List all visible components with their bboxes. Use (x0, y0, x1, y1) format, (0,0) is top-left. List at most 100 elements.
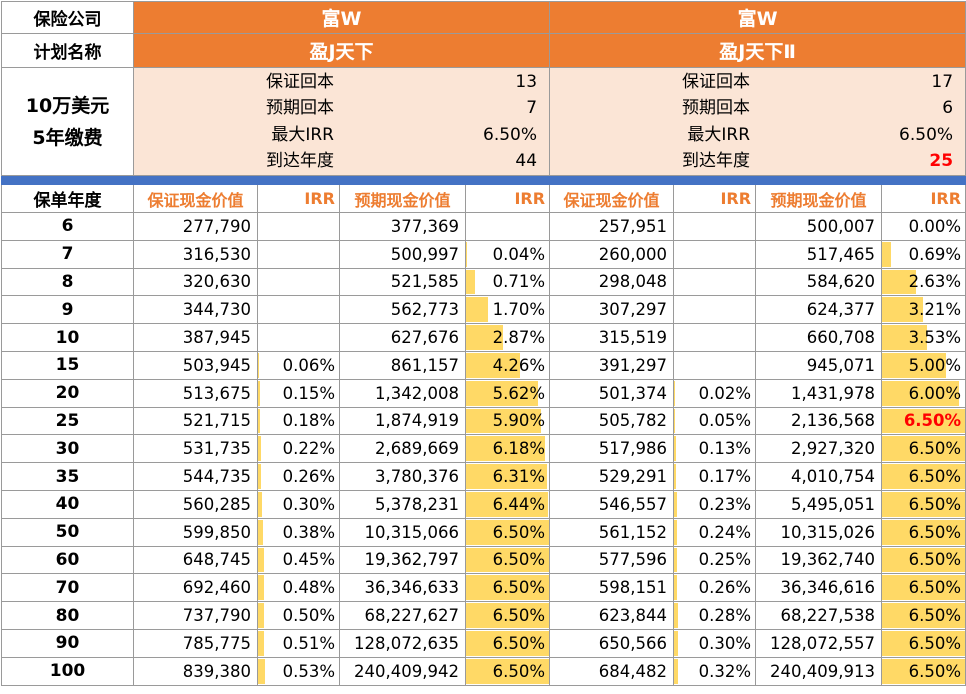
irr-cell: 6.50% (881, 462, 966, 491)
irr-value: 0.04% (492, 244, 546, 264)
cash-value-cell: 377,369 (339, 212, 466, 241)
summary-row: 最大IRR 6.50% (135, 122, 549, 149)
table-row: 70 692,460 0.48% 36,346,633 6.50% 598,151 0.26… (1, 573, 966, 603)
irr-data-bar (466, 464, 547, 489)
cash-value-cell: 5,378,231 (339, 489, 466, 519)
policy-year: 60 (1, 545, 134, 575)
plan-2-company: 富W (549, 1, 966, 34)
plan-2-summary: 保证回本 17 预期回本 6 最大IRR 6.50% 到达年度 25 (549, 67, 966, 176)
irr-value: 0.15% (282, 383, 335, 403)
irr-cell: 0.06% (257, 350, 340, 380)
irr-data-bar (466, 380, 538, 406)
irr-cell: 6.00% (881, 378, 966, 408)
table-row: 100 839,380 0.53% 240,409,942 6.50% 684,482 0.… (1, 656, 966, 686)
policy-year: 20 (1, 378, 134, 408)
cash-value-cell: 19,362,797 (339, 545, 466, 575)
table-row: 8 320,630 521,585 0.71% 298,048 584,620 2.63% (1, 267, 966, 297)
irr-cell: 0.48% (257, 573, 340, 603)
irr-cell: 6.50% (464, 628, 551, 658)
cash-value-cell: 684,482 (549, 656, 675, 686)
cash-value-cell: 598,151 (549, 573, 675, 603)
irr-value: 5.62% (492, 383, 546, 403)
irr-data-bar (882, 352, 946, 378)
irr-value: 0.00% (908, 216, 962, 236)
irr-data-bar (258, 380, 260, 406)
summary-row: 最大IRR 6.50% (551, 122, 965, 149)
irr-value: 0.13% (698, 439, 752, 459)
cash-value-cell: 505,782 (549, 406, 675, 436)
cash-value-cell: 240,409,942 (339, 656, 466, 686)
cash-value-cell: 257,951 (549, 212, 675, 241)
cash-value-cell: 3,780,376 (339, 462, 466, 491)
cash-value-cell: 1,431,978 (755, 378, 883, 408)
irr-value: 6.50% (908, 633, 962, 653)
irr-cell: 0.69% (881, 239, 966, 269)
table-row: 80 737,790 0.50% 68,227,627 6.50% 623,844 0.28… (1, 601, 966, 630)
policy-year: 6 (1, 212, 134, 241)
irr-cell: 5.00% (881, 350, 966, 380)
irr-cell: 6.50% (464, 656, 551, 686)
policy-year: 80 (1, 601, 134, 630)
irr-cell: 6.50% (881, 545, 966, 575)
cash-value-cell: 36,346,616 (755, 573, 883, 603)
table-row: 90 785,775 0.51% 128,072,635 6.50% 650,566 0.3… (1, 628, 966, 658)
policy-year: 100 (1, 656, 134, 686)
irr-value: 0.26% (698, 578, 752, 598)
irr-cell: 0.51% (257, 628, 340, 658)
cash-value-cell: 513,675 (133, 378, 258, 408)
irr-cell: 6.50% (881, 489, 966, 519)
irr-value: 6.18% (492, 439, 546, 459)
table-row: 40 560,285 0.30% 5,378,231 6.44% 546,557 0.23%… (1, 489, 966, 519)
irr-cell: 0.18% (257, 406, 340, 436)
payment-label: 5年缴费 (32, 126, 103, 149)
irr-cell: 2.87% (464, 323, 551, 352)
irr-cell: 0.13% (673, 434, 757, 464)
irr-data-bar (674, 408, 675, 434)
irr-data-bar (674, 575, 678, 601)
summary-key: 预期回本 (682, 98, 751, 118)
irr-cell: 0.02% (673, 378, 757, 408)
irr-cell (673, 323, 757, 352)
cash-value-cell: 627,676 (339, 323, 466, 352)
plan-1-name: 盈J天下 (132, 33, 551, 68)
irr-data-bar (882, 603, 965, 628)
policy-year: 8 (1, 267, 134, 297)
irr-value: 2.87% (492, 328, 546, 348)
cash-value-cell: 501,374 (549, 378, 675, 408)
cash-value-cell: 521,585 (339, 267, 466, 297)
policy-year: 30 (1, 434, 134, 464)
policy-year: 40 (1, 489, 134, 519)
table-row: 7 316,530 500,997 0.04% 260,000 517,465 0.69% (1, 239, 966, 269)
cash-value-cell: 561,152 (549, 517, 675, 547)
cash-value-cell: 562,773 (339, 295, 466, 325)
cash-value-cell: 503,945 (133, 350, 258, 380)
summary-row: 保证回本 13 (135, 69, 549, 96)
cash-value-cell: 531,735 (133, 434, 258, 464)
summary-row: 保证回本 17 (551, 69, 965, 96)
cash-value-cell: 1,342,008 (339, 378, 466, 408)
irr-cell (257, 295, 340, 325)
irr-data-bar (882, 408, 965, 434)
irr-cell (673, 267, 757, 297)
cash-value-cell: 387,945 (133, 323, 258, 352)
irr-cell: 6.44% (464, 489, 551, 519)
irr-value: 0.71% (492, 272, 546, 292)
irr-value: 2.63% (908, 272, 962, 292)
irr-cell: 6.50% (881, 517, 966, 547)
cash-value-cell: 544,735 (133, 462, 258, 491)
irr-cell: 6.50% (464, 517, 551, 547)
irr-data-bar (258, 658, 265, 684)
irr-cell (464, 212, 551, 241)
table-row: 15 503,945 0.06% 861,157 4.26% 391,297 945,071… (1, 350, 966, 380)
irr-cell: 0.26% (257, 462, 340, 491)
cash-value-cell: 68,227,627 (339, 601, 466, 630)
table-row: 25 521,715 0.18% 1,874,919 5.90% 505,782 0.05%… (1, 406, 966, 436)
table-row: 10 387,945 627,676 2.87% 315,519 660,708 3.53% (1, 323, 966, 352)
irr-data-bar (258, 575, 264, 601)
cash-value-column-header: 保证现金价值 (549, 184, 675, 213)
plan-label: 计划名称 (1, 33, 134, 68)
plan-2-name: 盈J天下Ⅱ (549, 33, 966, 68)
irr-cell: 6.50% (881, 656, 966, 686)
irr-cell: 1.70% (464, 295, 551, 325)
